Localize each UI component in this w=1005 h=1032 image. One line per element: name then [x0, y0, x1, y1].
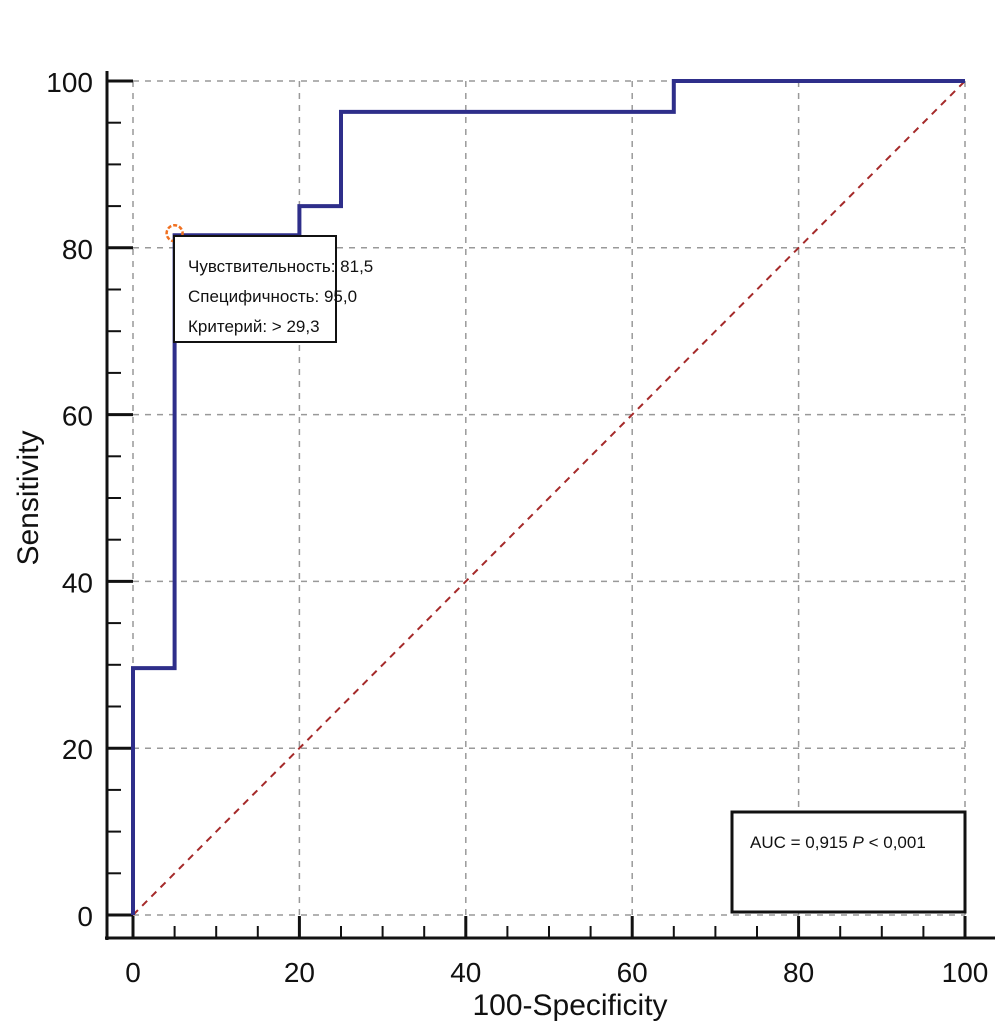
roc-curve [131, 79, 965, 915]
y-tick-label: 100 [46, 67, 93, 98]
x-tick-label: 0 [125, 957, 141, 988]
p-value: < 0,001 [864, 833, 926, 852]
cutoff-annotation: Чувствительность: 81,5 Специфичность: 95… [173, 235, 373, 343]
x-axis-label: 100-Specificity [472, 989, 667, 1022]
annotation-specificity: Специфичность: 95,0 [188, 287, 357, 306]
y-tick-label: 20 [62, 734, 93, 765]
y-tick-label: 60 [62, 401, 93, 432]
y-axis-label: Sensitivity [12, 430, 45, 565]
p-label: P [853, 833, 865, 852]
auc-value: AUC = 0,915 [750, 833, 853, 852]
auc-text: AUC = 0,915 P < 0,001 [750, 833, 926, 852]
x-tick-label: 80 [783, 957, 814, 988]
reference-line [132, 80, 966, 916]
x-tick-label: 20 [284, 957, 315, 988]
tick-labels: 0 20 40 60 80 100 0 20 40 60 80 100 [46, 67, 988, 988]
auc-box: AUC = 0,915 P < 0,001 [730, 810, 967, 914]
x-tick-label: 40 [450, 957, 481, 988]
annotation-criterion: Критерий: > 29,3 [188, 317, 320, 336]
y-tick-label: 40 [62, 567, 93, 598]
y-tick-label: 0 [77, 901, 93, 932]
x-tick-label: 100 [942, 957, 989, 988]
annotation-sensitivity: Чувствительность: 81,5 [188, 257, 373, 276]
axes [105, 71, 995, 940]
y-tick-label: 80 [62, 234, 93, 265]
x-tick-label: 60 [617, 957, 648, 988]
